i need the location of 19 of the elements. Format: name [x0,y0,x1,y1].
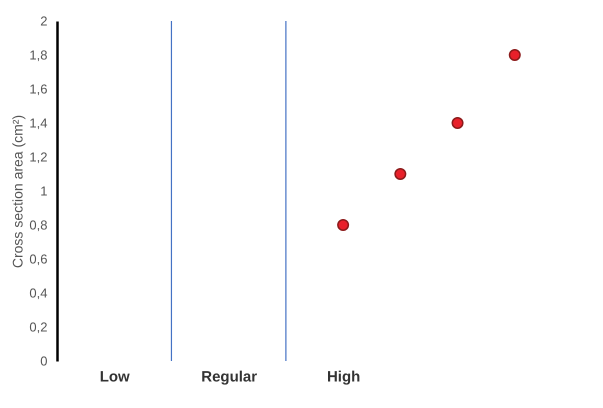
y-tick-label: 0,8 [29,218,48,232]
point [394,168,406,180]
y-tick-label: 1,6 [29,82,48,96]
point [337,219,350,231]
x-tick-label: Regular [201,368,258,386]
y-axis-title: Cross section area (cm²) [9,114,26,268]
point [452,117,464,129]
y-tick-label: 1,8 [29,48,48,62]
y-tick-label: 0,4 [29,286,48,300]
x-tick-label: Low [100,368,130,386]
y-tick-label: 2 [40,14,48,28]
y-tick-label: 1 [40,184,48,198]
y-tick-label: 0,6 [29,252,48,266]
x-tick-label: High [326,368,360,386]
y-tick-label: 0,2 [29,320,48,334]
y-tick-label: 0 [40,354,48,368]
y-tick-label: 1,2 [29,150,48,164]
y-tick-label: 1,4 [29,116,48,130]
point [508,49,521,61]
